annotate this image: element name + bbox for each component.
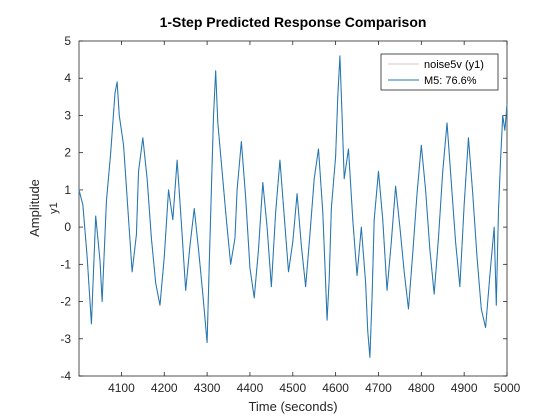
y-tick-label: -1: [60, 257, 71, 271]
y-tick-label: -2: [60, 295, 71, 309]
y-tick-label: 3: [64, 108, 71, 122]
legend-box: [380, 53, 499, 91]
x-tick-label: 5000: [494, 381, 521, 395]
channel-label: y1: [48, 202, 60, 214]
legend[interactable]: noise5v (y1) M5: 76.6%: [380, 53, 499, 91]
y-axis: -4 -3 -2 -1 0 1 2 3 4 5: [60, 34, 507, 383]
x-tick-label: 4100: [108, 381, 135, 395]
series-line-m5: [78, 55, 508, 358]
y-tick-label: 5: [64, 34, 71, 48]
y-axis-label: Amplitude: [27, 179, 42, 237]
y-tick-label: -3: [60, 332, 71, 346]
x-axis-label: Time (seconds): [248, 399, 337, 414]
x-tick-label: 4300: [194, 381, 221, 395]
x-tick-label: 4600: [322, 381, 349, 395]
legend-label-noise5v: noise5v (y1): [424, 59, 484, 71]
x-tick-label: 4800: [408, 381, 435, 395]
x-axis: 4100 4200 4300 4400 4500 4600 4700 4800 4900 5000: [108, 41, 521, 395]
x-tick-label: 4900: [451, 381, 478, 395]
legend-label-m5: M5: 76.6%: [424, 75, 477, 87]
axes-box: [78, 40, 508, 377]
y-tick-label: 1: [64, 183, 71, 197]
x-tick-label: 4500: [279, 381, 306, 395]
y-tick-label: 0: [64, 220, 71, 234]
x-tick-label: 4200: [151, 381, 178, 395]
chart-title: 1-Step Predicted Response Comparison: [160, 14, 427, 30]
y-tick-label: 2: [64, 146, 71, 160]
y-tick-label: -4: [60, 369, 71, 383]
series-layer: [78, 55, 508, 358]
x-tick-label: 4400: [237, 381, 264, 395]
y-tick-label: 4: [64, 71, 71, 85]
plot-area: 4100 4200 4300 4400 4500 4600 4700 4800 4900 5000…: [60, 34, 520, 395]
x-tick-label: 4700: [365, 381, 392, 395]
